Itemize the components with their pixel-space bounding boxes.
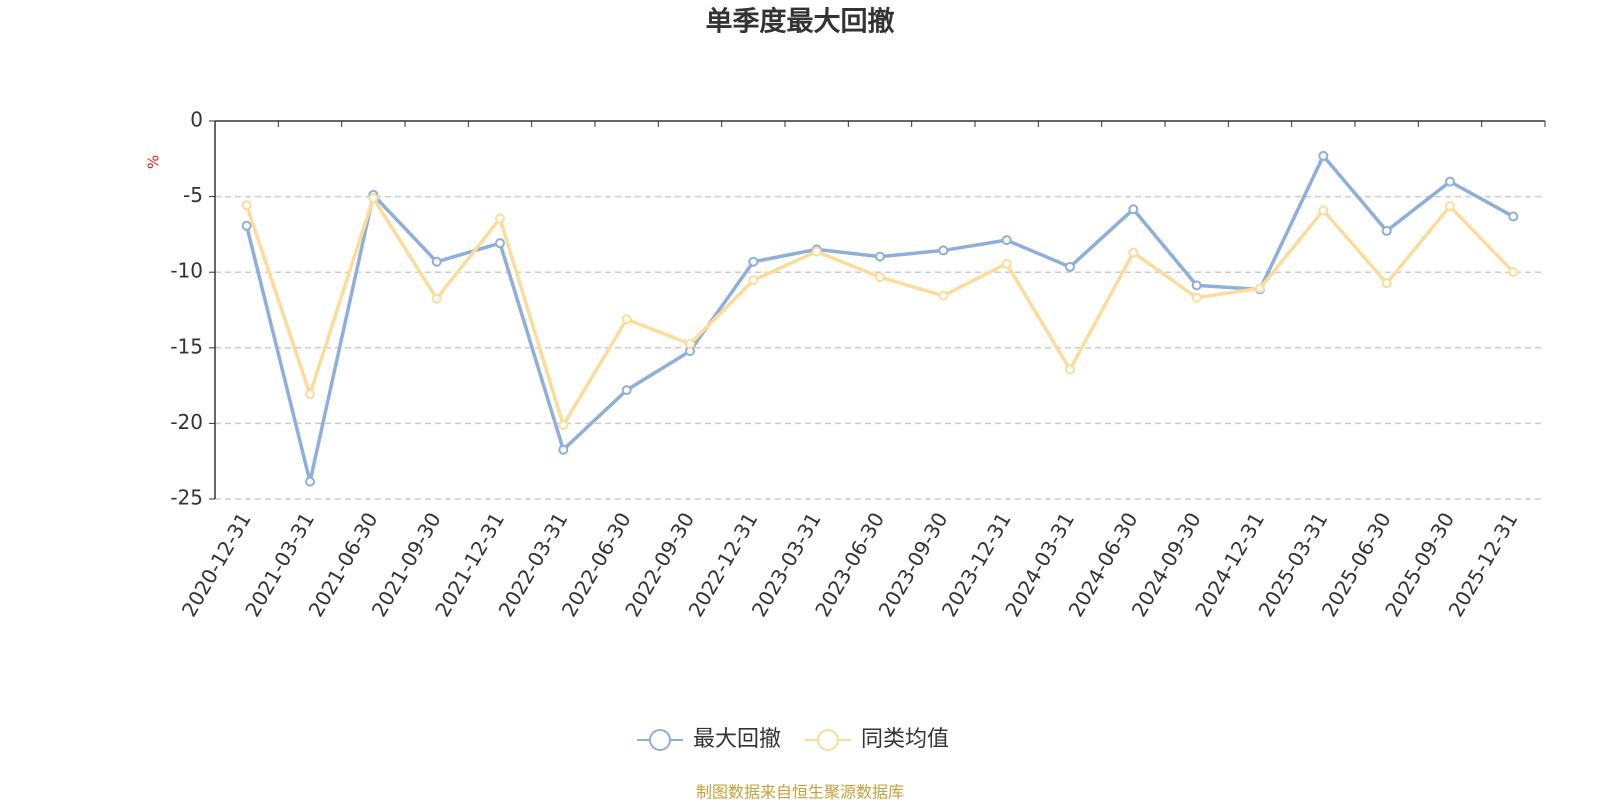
legend-label: 同类均值	[861, 727, 949, 752]
y-tick-label: 0	[190, 108, 203, 132]
series-line	[245, 196, 1515, 427]
data-point	[241, 220, 252, 231]
data-point	[1065, 261, 1075, 272]
data-point	[1445, 201, 1455, 212]
legend-label: 最大回撤	[693, 727, 781, 752]
data-point	[1001, 258, 1012, 269]
data-point	[938, 290, 949, 301]
data-point	[748, 256, 759, 267]
y-axis-label: %	[145, 155, 163, 169]
data-point	[811, 246, 822, 257]
data-point	[685, 338, 695, 349]
data-point	[875, 272, 885, 283]
y-tick-label: -5	[183, 183, 203, 207]
data-point	[305, 389, 315, 400]
data-point	[1065, 364, 1075, 375]
y-tick-label: -15	[170, 334, 203, 358]
data-point	[305, 476, 315, 487]
y-tick-label: -10	[170, 259, 203, 283]
data-point	[1445, 176, 1455, 187]
data-point	[1001, 235, 1012, 246]
series-line	[244, 154, 1515, 484]
chart-title: 单季度最大回撤	[706, 6, 895, 38]
data-point	[431, 256, 442, 267]
data-point	[1255, 283, 1265, 294]
data-point	[1318, 205, 1329, 216]
y-tick-label: -20	[170, 410, 203, 434]
data-point	[1191, 292, 1202, 303]
legend-marker	[817, 729, 840, 751]
data-point	[621, 314, 632, 325]
data-point	[748, 275, 759, 286]
data-point	[495, 213, 505, 224]
data-point	[1318, 150, 1329, 161]
data-point	[558, 444, 569, 455]
source-note: 制图数据来自恒生聚源数据库	[696, 783, 904, 800]
data-point	[241, 200, 252, 211]
data-point	[1381, 278, 1392, 289]
data-point	[621, 385, 632, 396]
data-point	[1128, 204, 1139, 215]
data-point	[938, 245, 949, 256]
data-point	[1381, 225, 1392, 236]
data-point	[495, 238, 505, 249]
data-point	[1191, 280, 1202, 291]
data-point	[558, 420, 569, 431]
y-tick-label: -25	[170, 486, 203, 510]
legend-marker	[649, 729, 671, 751]
data-point	[431, 293, 442, 304]
data-point	[875, 251, 885, 262]
data-point	[368, 193, 379, 204]
data-point	[1128, 247, 1139, 258]
data-point	[1508, 267, 1519, 278]
data-point	[1508, 211, 1519, 222]
